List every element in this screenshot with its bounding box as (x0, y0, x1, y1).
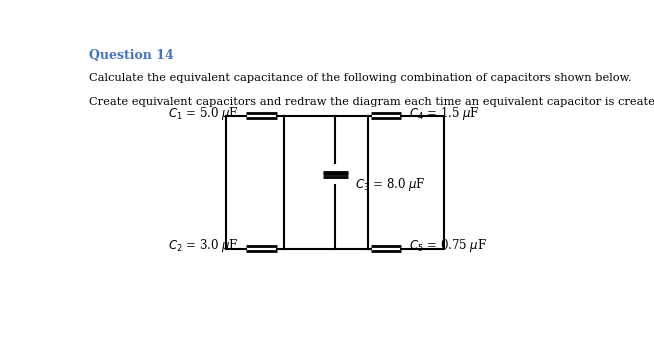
Text: $C_2$ = 3.0 $\mu$F: $C_2$ = 3.0 $\mu$F (168, 237, 239, 255)
Text: $C_4$ = 1.5 $\mu$F: $C_4$ = 1.5 $\mu$F (409, 105, 479, 122)
Text: Create equivalent capacitors and redraw the diagram each time an equivalent capa: Create equivalent capacitors and redraw … (90, 97, 654, 107)
Text: $C_3$ = 8.0 $\mu$F: $C_3$ = 8.0 $\mu$F (356, 176, 426, 193)
Text: Calculate the equivalent capacitance of the following combination of capacitors : Calculate the equivalent capacitance of … (90, 73, 632, 83)
Text: Question 14: Question 14 (90, 49, 174, 62)
Text: $C_5$ = 0.75 $\mu$F: $C_5$ = 0.75 $\mu$F (409, 237, 487, 255)
Text: $C_1$ = 5.0 $\mu$F: $C_1$ = 5.0 $\mu$F (168, 105, 239, 122)
